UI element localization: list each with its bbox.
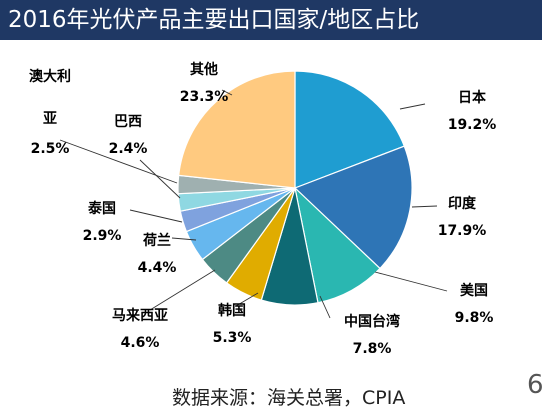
- slice-label: 亚: [43, 111, 57, 127]
- slice-label: 美国: [460, 282, 488, 299]
- slice-label: 中国台湾: [344, 313, 400, 330]
- pie-chart: 日本 19.2% 印度 17.9% 美国 9.8% 中国台湾 7.8% 韩国 5.3% 马来西亚 4.…: [29, 61, 496, 357]
- leader-line: [139, 159, 181, 199]
- pie-slices: [177, 70, 413, 306]
- leader-line: [59, 139, 178, 184]
- leader-line: [399, 103, 426, 110]
- slice-value-label: 4.4%: [138, 260, 177, 276]
- slice-label: 马来西亚: [112, 308, 168, 324]
- slice-label: 荷兰: [142, 232, 171, 249]
- leader-line: [149, 269, 216, 311]
- slice-label: 巴西: [114, 114, 142, 130]
- slice-value-label: 7.8%: [353, 341, 392, 357]
- leader-line: [129, 209, 183, 223]
- leader-line: [374, 271, 448, 292]
- slice-label: 印度: [448, 195, 477, 212]
- slice-value-label: 23.3%: [180, 89, 229, 105]
- slice-value-label: 2.5%: [31, 141, 70, 157]
- slice-value-label: 19.2%: [448, 117, 497, 133]
- leader-line: [319, 295, 331, 319]
- slice-value-label: 2.9%: [83, 228, 122, 244]
- pie-slice: [293, 145, 413, 270]
- pie-slice: [294, 70, 406, 189]
- slice-label: 日本: [458, 89, 487, 106]
- slice-value-label: 17.9%: [438, 223, 487, 239]
- slice-value-label: 4.6%: [121, 335, 160, 351]
- slice-value-label: 9.8%: [455, 310, 494, 326]
- pie-slice: [178, 70, 296, 189]
- data-source-note: 数据来源：海关总署，CPIA: [172, 387, 406, 409]
- slice-labels: 日本 19.2% 印度 17.9% 美国 9.8% 中国台湾 7.8% 韩国 5.3% 马来西亚 4.…: [29, 61, 496, 357]
- slice-label: 澳大利: [29, 68, 71, 85]
- slice-value-label: 5.3%: [213, 330, 252, 346]
- slice-label: 泰国: [87, 200, 116, 217]
- leader-lines: [59, 89, 448, 319]
- title-bar: 2016年光伏产品主要出口国家/地区占比: [0, 0, 542, 40]
- leader-line: [235, 292, 259, 307]
- chart-title: 2016年光伏产品主要出口国家/地区占比: [8, 7, 420, 33]
- leader-line: [171, 237, 197, 241]
- leader-line: [221, 89, 233, 96]
- slice-label: 韩国: [218, 302, 246, 319]
- page-corner-mark: 6: [527, 370, 542, 400]
- slice-value-label: 2.4%: [109, 141, 148, 157]
- leader-line: [411, 205, 438, 208]
- slice-label: 其他: [190, 61, 218, 78]
